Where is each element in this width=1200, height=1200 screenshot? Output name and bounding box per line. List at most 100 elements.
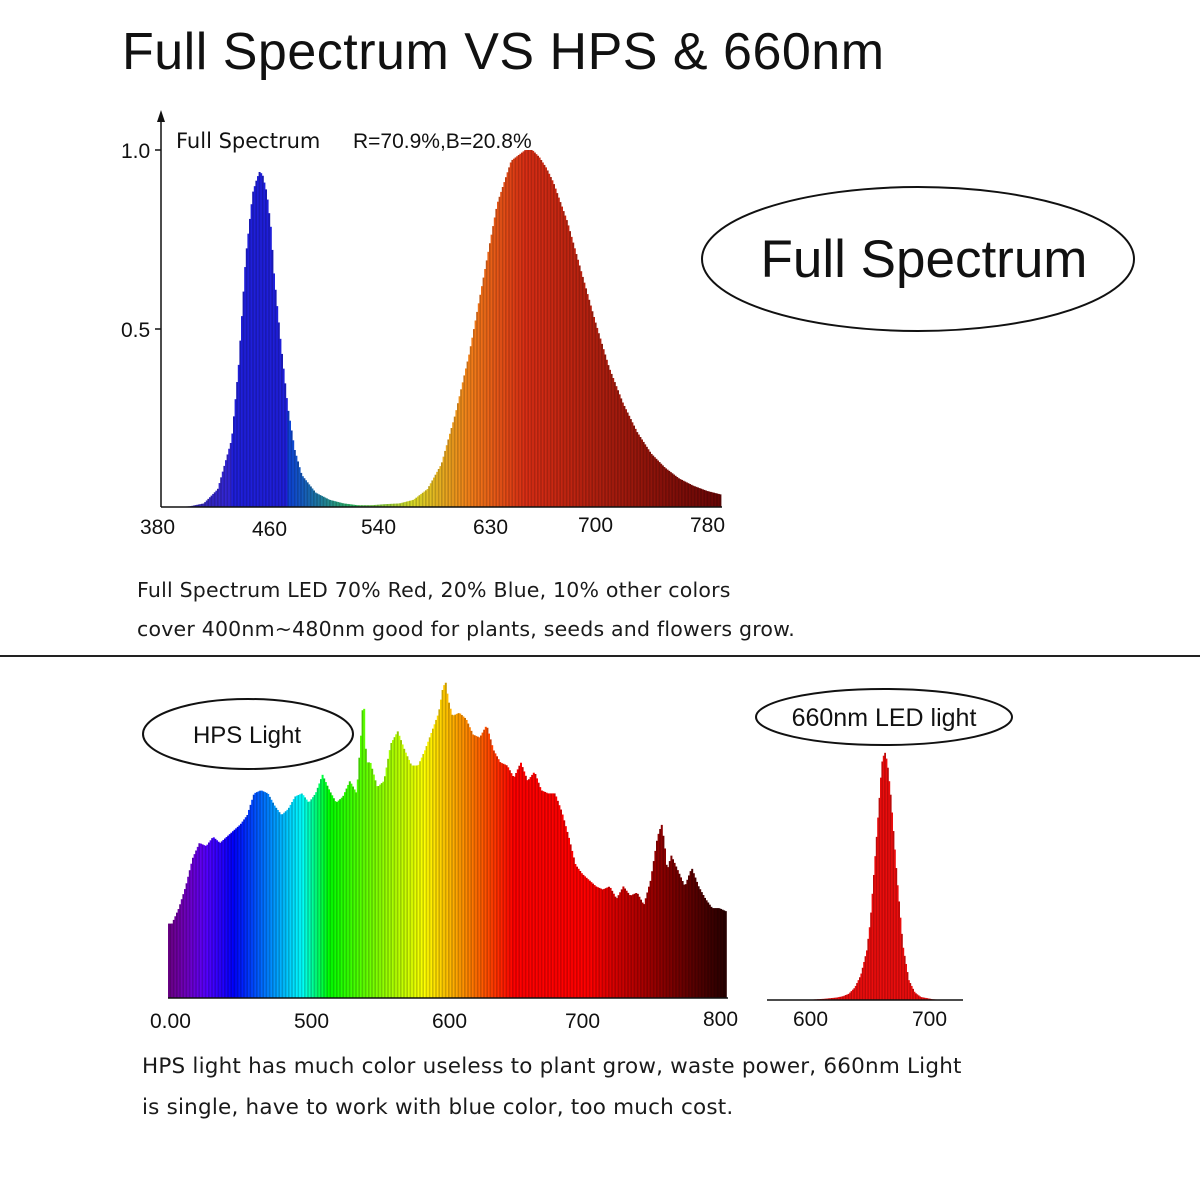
hps-bar — [656, 840, 658, 998]
led-660-bar — [849, 992, 851, 1000]
hps-bar — [302, 795, 305, 998]
full-spectrum-bar — [681, 479, 683, 507]
hps-bar — [716, 908, 719, 998]
led-660-bar — [850, 991, 853, 1000]
hps-bar — [582, 874, 585, 998]
hps-bar — [316, 787, 319, 998]
hps-bar — [507, 767, 510, 998]
hps-bar — [515, 773, 518, 998]
hps-bar — [627, 892, 630, 998]
hps-bar — [672, 859, 674, 998]
full-spectrum-bar — [477, 303, 480, 507]
hps-bar — [467, 723, 470, 998]
hps-bar — [612, 893, 615, 998]
full-spectrum-bar — [261, 175, 264, 507]
full-spectrum-bar — [197, 504, 200, 507]
hps-bar — [483, 729, 486, 998]
hps-bar — [363, 708, 366, 998]
full-spectrum-bar — [298, 467, 301, 507]
full-spectrum-bar — [639, 437, 642, 507]
full-spectrum-bar — [666, 469, 669, 507]
hps-bar — [504, 764, 506, 998]
full-spectrum-bar — [322, 496, 325, 507]
hps-bar — [718, 908, 721, 998]
hps-x-tick-label-800: 800 — [703, 1008, 738, 1031]
full-spectrum-bar — [457, 403, 459, 507]
hps-bar — [203, 845, 206, 998]
hps-bar — [438, 709, 441, 998]
hps-bar — [241, 821, 244, 998]
hps-bar — [337, 800, 340, 998]
full-spectrum-bar — [626, 412, 629, 507]
full-spectrum-bar — [503, 182, 506, 507]
hps-bar — [611, 890, 614, 998]
full-spectrum-bar — [513, 158, 515, 507]
full-spectrum-bar — [370, 505, 373, 507]
hps-bar — [488, 733, 490, 998]
hps-bar — [419, 761, 422, 998]
full-spectrum-bar — [575, 254, 578, 507]
hps-bar — [566, 831, 569, 998]
hps-bar — [273, 805, 276, 998]
full-spectrum-bar — [650, 453, 653, 507]
led-660-bar — [867, 938, 870, 1000]
full-spectrum-bar — [684, 481, 687, 507]
hps-bar — [224, 838, 226, 998]
hps-bar — [284, 811, 287, 998]
full-spectrum-bar — [455, 410, 458, 507]
hps-bar — [462, 716, 465, 998]
full-spectrum-bar — [324, 497, 327, 507]
full-spectrum-bar — [377, 504, 379, 507]
hps-bar — [641, 902, 644, 998]
led-660-bar — [899, 917, 902, 1000]
hps-bar — [708, 904, 711, 998]
hps-bar — [364, 748, 367, 998]
hps-bar — [374, 780, 377, 998]
hps-bar — [441, 689, 444, 998]
hps-bar — [564, 826, 567, 998]
full-spectrum-bar — [572, 242, 575, 507]
full-spectrum-bar — [597, 333, 600, 507]
full-spectrum-bar — [703, 489, 706, 507]
hps-bar — [292, 799, 295, 998]
hps-bar — [390, 743, 393, 998]
full-spectrum-bar — [553, 184, 555, 507]
hps-bar — [558, 805, 561, 998]
led-660-bar — [906, 972, 909, 1000]
led-660-bar — [871, 893, 874, 1000]
hps-bar — [712, 908, 714, 998]
hps-bar — [499, 762, 502, 998]
hps-bar — [536, 778, 538, 998]
hps-bar — [454, 714, 457, 998]
led-660-bar — [870, 912, 872, 1000]
hps-x-tick-label-0: 0.00 — [150, 1010, 191, 1033]
hps-bar — [584, 876, 586, 998]
full-spectrum-bar — [450, 428, 453, 507]
hps-bar — [275, 807, 278, 998]
hps-bar — [396, 731, 399, 998]
full-spectrum-bar — [289, 420, 291, 507]
full-spectrum-bar — [521, 152, 523, 507]
hps-bar — [174, 916, 177, 998]
hps-bar — [432, 728, 434, 998]
hps-bar — [697, 886, 700, 998]
full-spectrum-bar — [522, 151, 525, 507]
hps-bar — [614, 896, 617, 998]
full-spectrum-bar — [701, 489, 704, 507]
hps-bar — [401, 744, 404, 998]
full-spectrum-bar — [468, 354, 471, 507]
hps-bar — [492, 750, 495, 998]
hps-bar — [684, 884, 687, 998]
hps-bar — [404, 752, 407, 998]
hps-bar — [620, 889, 623, 998]
full-spectrum-bar — [490, 234, 493, 507]
full-spectrum-bar — [516, 156, 519, 507]
full-spectrum-bar — [218, 483, 221, 507]
full-spectrum-bar — [588, 299, 591, 507]
full-spectrum-bar — [415, 497, 418, 507]
hps-bar — [190, 863, 193, 998]
full-spectrum-bar — [679, 479, 682, 507]
hps-bar — [427, 741, 430, 998]
led-660-bar — [917, 995, 920, 1000]
full-spectrum-bar — [649, 451, 651, 507]
